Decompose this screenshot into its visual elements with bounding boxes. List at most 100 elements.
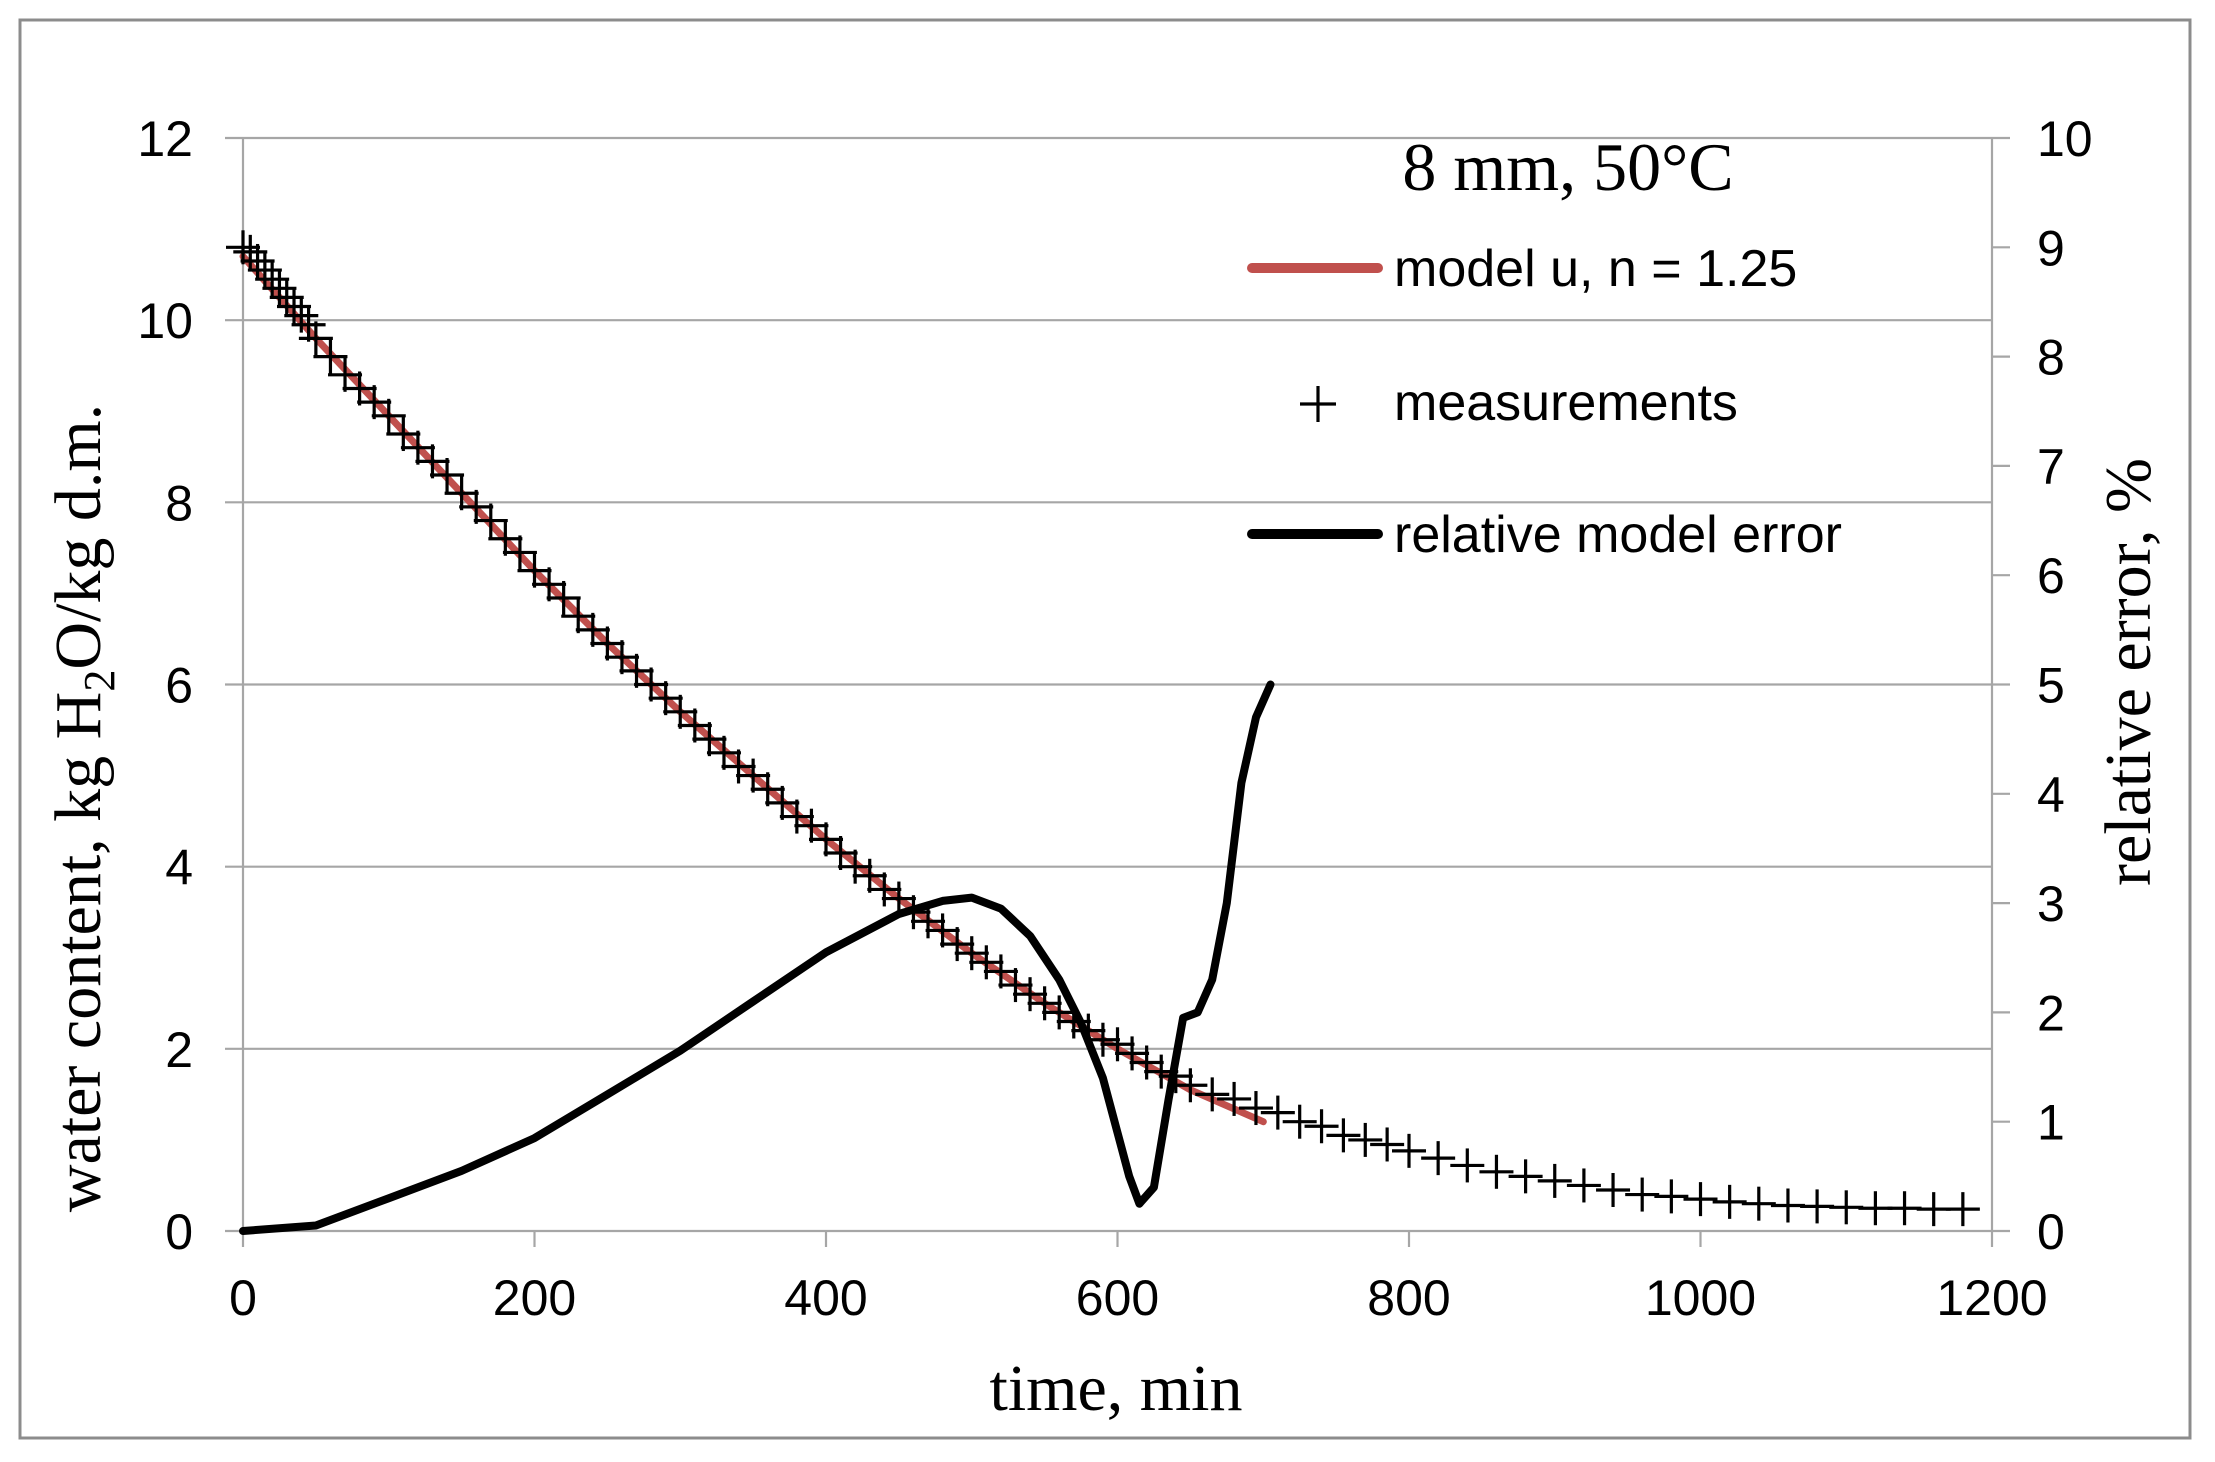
measurement-point-17 [400, 430, 435, 465]
chart-frame [18, 18, 2192, 1440]
measurement-point-56 [969, 945, 1004, 980]
measurement-point-4 [255, 262, 290, 297]
measurement-point-84 [1508, 1159, 1543, 1194]
measurement-point-42 [765, 785, 800, 820]
y-tick-label-10: 10 [137, 293, 193, 349]
measurement-point-39 [721, 749, 756, 784]
measurement-point-66 [1115, 1036, 1150, 1071]
y2-tick-label-9: 9 [2037, 220, 2065, 276]
measurement-point-86 [1566, 1168, 1601, 1203]
legend-label-model: model u, n = 1.25 [1394, 240, 1797, 298]
axis-tick-labels: 0 200 400 600 800 1000 12000246810120123456789… [137, 111, 2092, 1326]
measurement-point-12 [328, 357, 363, 392]
y-tick-label-0: 0 [165, 1204, 193, 1260]
measurement-point-77 [1326, 1118, 1361, 1153]
measurement-point-2 [240, 243, 275, 278]
y-tick-label-12: 12 [137, 111, 193, 167]
measurement-point-93 [1770, 1188, 1805, 1223]
measurement-point-88 [1625, 1177, 1660, 1212]
y2-tick-label-5: 5 [2037, 658, 2065, 714]
measurement-point-23 [488, 521, 523, 556]
measurement-point-54 [940, 927, 975, 962]
y2-tick-label-3: 3 [2037, 876, 2065, 932]
measurement-point-35 [663, 694, 698, 729]
measurement-point-19 [430, 458, 465, 493]
measurement-point-44 [794, 808, 829, 843]
measurement-point-78 [1348, 1122, 1383, 1157]
measurement-point-97 [1887, 1191, 1922, 1226]
measurement-point-91 [1712, 1184, 1747, 1219]
chart-title: 8 mm, 50°C [1402, 129, 1733, 205]
y2-tick-label-10: 10 [2037, 111, 2093, 167]
y2-tick-label-4: 4 [2037, 767, 2065, 823]
measurement-point-85 [1537, 1163, 1572, 1198]
measurement-point-9 [291, 307, 326, 342]
measurement-point-53 [925, 913, 960, 948]
measurement-point-59 [1013, 977, 1048, 1012]
measurement-point-62 [1056, 1004, 1091, 1039]
measurement-point-55 [954, 936, 989, 971]
legend-label-measurements: measurements [1394, 374, 1738, 432]
measurement-point-16 [386, 417, 421, 452]
measurement-point-94 [1800, 1189, 1835, 1224]
measurement-point-7 [277, 289, 312, 324]
measurement-point-64 [1085, 1022, 1120, 1057]
measurement-point-81 [1421, 1141, 1456, 1176]
legend-label-error: relative model error [1394, 506, 1842, 564]
x-tick-label-200: 200 [493, 1270, 576, 1326]
measurement-point-75 [1282, 1104, 1317, 1139]
y-axis-title: water content, kg H2O/kg d.m. [42, 404, 124, 1212]
measurement-point-98 [1916, 1192, 1951, 1227]
measurement-point-36 [677, 708, 712, 743]
measurement-point-51 [896, 895, 931, 930]
measurement-point-20 [444, 476, 479, 511]
measurement-point-15 [371, 398, 406, 433]
measurement-point-18 [415, 444, 450, 479]
y2-tick-label-1: 1 [2037, 1095, 2065, 1151]
measurement-point-22 [473, 503, 508, 538]
measurement-point-49 [867, 872, 902, 907]
measurement-point-99 [1945, 1192, 1980, 1227]
y-axis-title-subscript: 2 [75, 670, 124, 692]
measurement-point-46 [823, 836, 858, 871]
measurement-point-79 [1370, 1127, 1405, 1162]
measurement-point-67 [1129, 1045, 1164, 1080]
measurement-point-37 [692, 722, 727, 757]
x-tick-label-400: 400 [784, 1270, 867, 1326]
x-tick-label-0: 0 [229, 1270, 257, 1326]
measurement-point-41 [750, 772, 785, 807]
measurement-point-14 [357, 385, 392, 420]
measurement-point-69 [1158, 1059, 1193, 1094]
series-line-relative-error [239, 680, 1275, 1235]
y-tick-label-2: 2 [165, 1022, 193, 1078]
measurement-point-63 [1071, 1013, 1106, 1048]
measurement-point-5 [262, 271, 297, 306]
measurement-point-82 [1450, 1148, 1485, 1183]
measurement-point-80 [1392, 1133, 1426, 1168]
measurement-point-52 [911, 904, 946, 939]
measurement-point-47 [838, 849, 873, 884]
measurement-point-96 [1858, 1191, 1893, 1226]
measurement-point-90 [1683, 1182, 1718, 1217]
measurement-point-76 [1304, 1109, 1339, 1144]
measurement-point-60 [1027, 986, 1062, 1021]
measurement-point-25 [517, 553, 552, 588]
measurement-point-50 [881, 881, 916, 916]
y-tick-label-6: 6 [165, 658, 193, 714]
y-tick-label-8: 8 [165, 475, 193, 531]
measurement-point-71 [1195, 1077, 1230, 1112]
measurement-point-27 [546, 580, 581, 615]
measurement-point-30 [590, 626, 625, 661]
measurement-point-1 [233, 234, 268, 269]
legend-swatch-measurements [1300, 386, 1336, 422]
measurement-point-8 [284, 298, 319, 333]
measurement-point-57 [983, 954, 1018, 989]
grid-lines [225, 136, 2010, 1247]
measurement-point-43 [779, 799, 814, 834]
x-tick-label-600: 600 [1076, 1270, 1159, 1326]
measurement-point-61 [1042, 995, 1077, 1030]
measurement-point-40 [736, 758, 771, 793]
measurement-point-24 [502, 535, 537, 570]
y2-tick-label-6: 6 [2037, 548, 2065, 604]
measurement-point-65 [1100, 1027, 1135, 1062]
